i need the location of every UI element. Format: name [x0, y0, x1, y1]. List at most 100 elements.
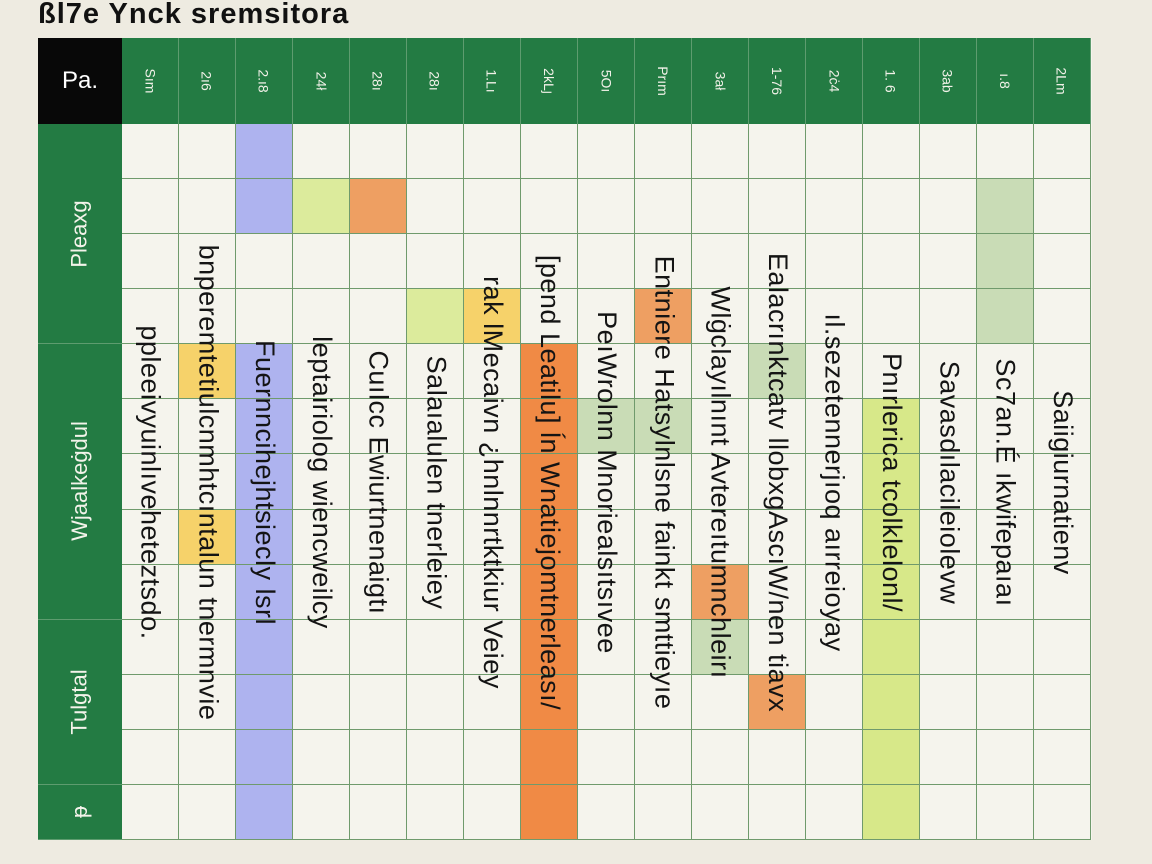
grid-cell[interactable] [863, 619, 920, 675]
grid-cell[interactable] [407, 179, 464, 235]
grid-cell[interactable] [920, 674, 977, 730]
grid-cell[interactable] [863, 179, 920, 235]
grid-cell[interactable] [806, 729, 863, 785]
grid-cell[interactable] [749, 564, 806, 620]
grid-cell[interactable] [236, 344, 293, 400]
grid-cell[interactable] [293, 399, 350, 455]
grid-cell[interactable] [407, 289, 464, 345]
grid-cell[interactable] [464, 509, 521, 565]
grid-cell[interactable] [407, 344, 464, 400]
grid-cell[interactable] [806, 179, 863, 235]
grid-cell[interactable] [578, 784, 635, 840]
grid-cell[interactable] [863, 729, 920, 785]
grid-cell[interactable] [920, 729, 977, 785]
grid-cell[interactable] [350, 399, 407, 455]
grid-cell[interactable] [977, 454, 1034, 510]
grid-cell[interactable] [179, 564, 236, 620]
grid-cell[interactable] [863, 784, 920, 840]
grid-cell[interactable] [578, 344, 635, 400]
grid-cell[interactable] [521, 234, 578, 290]
grid-cell[interactable] [806, 454, 863, 510]
grid-cell[interactable] [179, 619, 236, 675]
grid-cell[interactable] [236, 399, 293, 455]
grid-cell[interactable] [863, 564, 920, 620]
grid-cell[interactable] [293, 124, 350, 180]
grid-cell[interactable] [179, 399, 236, 455]
grid-cell[interactable] [635, 179, 692, 235]
grid-cell[interactable] [1034, 124, 1091, 180]
grid-cell[interactable] [920, 124, 977, 180]
grid-cell[interactable] [1034, 784, 1091, 840]
grid-cell[interactable] [179, 124, 236, 180]
grid-cell[interactable] [179, 234, 236, 290]
grid-cell[interactable] [293, 454, 350, 510]
grid-cell[interactable] [920, 619, 977, 675]
grid-cell[interactable] [578, 674, 635, 730]
grid-cell[interactable] [407, 509, 464, 565]
grid-cell[interactable] [806, 344, 863, 400]
grid-cell[interactable] [749, 344, 806, 400]
grid-cell[interactable] [293, 619, 350, 675]
grid-cell[interactable] [521, 729, 578, 785]
grid-cell[interactable] [521, 454, 578, 510]
grid-cell[interactable] [236, 784, 293, 840]
grid-cell[interactable] [122, 344, 179, 400]
grid-cell[interactable] [578, 564, 635, 620]
grid-cell[interactable] [863, 124, 920, 180]
grid-cell[interactable] [122, 674, 179, 730]
grid-cell[interactable] [521, 344, 578, 400]
grid-cell[interactable] [635, 454, 692, 510]
grid-cell[interactable] [692, 234, 749, 290]
grid-cell[interactable] [464, 564, 521, 620]
grid-cell[interactable] [977, 124, 1034, 180]
grid-cell[interactable] [179, 729, 236, 785]
grid-cell[interactable] [1034, 399, 1091, 455]
grid-cell[interactable] [635, 674, 692, 730]
grid-cell[interactable] [920, 234, 977, 290]
grid-cell[interactable] [407, 619, 464, 675]
grid-cell[interactable] [806, 564, 863, 620]
grid-cell[interactable] [122, 179, 179, 235]
grid-cell[interactable] [236, 564, 293, 620]
grid-cell[interactable] [692, 124, 749, 180]
grid-cell[interactable] [521, 509, 578, 565]
grid-cell[interactable] [1034, 509, 1091, 565]
grid-cell[interactable] [521, 674, 578, 730]
grid-cell[interactable] [806, 399, 863, 455]
grid-cell[interactable] [1034, 179, 1091, 235]
grid-cell[interactable] [350, 124, 407, 180]
grid-cell[interactable] [635, 344, 692, 400]
grid-cell[interactable] [692, 509, 749, 565]
grid-cell[interactable] [293, 674, 350, 730]
grid-cell[interactable] [236, 179, 293, 235]
grid-cell[interactable] [749, 399, 806, 455]
grid-cell[interactable] [635, 509, 692, 565]
grid-cell[interactable] [350, 179, 407, 235]
grid-cell[interactable] [692, 179, 749, 235]
grid-cell[interactable] [977, 289, 1034, 345]
grid-cell[interactable] [350, 564, 407, 620]
grid-cell[interactable] [692, 784, 749, 840]
grid-cell[interactable] [1034, 729, 1091, 785]
grid-cell[interactable] [293, 234, 350, 290]
grid-cell[interactable] [578, 234, 635, 290]
grid-cell[interactable] [920, 454, 977, 510]
grid-cell[interactable] [920, 784, 977, 840]
grid-cell[interactable] [122, 124, 179, 180]
grid-cell[interactable] [236, 234, 293, 290]
grid-cell[interactable] [464, 729, 521, 785]
grid-cell[interactable] [1034, 674, 1091, 730]
grid-cell[interactable] [236, 674, 293, 730]
grid-cell[interactable] [977, 674, 1034, 730]
grid-cell[interactable] [521, 179, 578, 235]
grid-cell[interactable] [179, 674, 236, 730]
grid-cell[interactable] [521, 564, 578, 620]
grid-cell[interactable] [1034, 234, 1091, 290]
grid-cell[interactable] [920, 564, 977, 620]
grid-cell[interactable] [920, 509, 977, 565]
grid-cell[interactable] [806, 784, 863, 840]
grid-cell[interactable] [578, 179, 635, 235]
grid-cell[interactable] [749, 289, 806, 345]
grid-cell[interactable] [464, 234, 521, 290]
grid-cell[interactable] [122, 784, 179, 840]
